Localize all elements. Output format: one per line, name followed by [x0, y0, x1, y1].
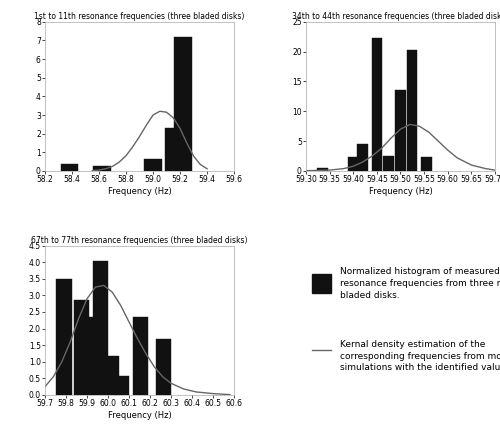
- Bar: [164, 128, 182, 171]
- Bar: [372, 38, 382, 171]
- Bar: [93, 260, 108, 395]
- Bar: [56, 279, 72, 395]
- Bar: [156, 339, 172, 395]
- Bar: [60, 164, 78, 171]
- Title: 34th to 44th resonance frequencies (three bladed disks): 34th to 44th resonance frequencies (thre…: [292, 12, 500, 21]
- Bar: [422, 157, 432, 171]
- Title: 1st to 11th resonance frequencies (three bladed disks): 1st to 11th resonance frequencies (three…: [34, 12, 244, 21]
- X-axis label: Frequency (Hz): Frequency (Hz): [108, 411, 172, 420]
- X-axis label: Frequency (Hz): Frequency (Hz): [108, 187, 172, 196]
- X-axis label: Frequency (Hz): Frequency (Hz): [368, 187, 432, 196]
- Bar: [133, 317, 148, 395]
- Text: Normalized histogram of measured
resonance frequencies from three real
bladed di: Normalized histogram of measured resonan…: [340, 267, 500, 300]
- Bar: [104, 356, 119, 395]
- Title: 67th to 77th resonance frequencies (three bladed disks): 67th to 77th resonance frequencies (thre…: [32, 236, 248, 245]
- Bar: [74, 300, 90, 395]
- Text: Kernal density estimation of the
corresponding frequencies from model
simulation: Kernal density estimation of the corresp…: [340, 340, 500, 372]
- Bar: [93, 166, 110, 171]
- Bar: [114, 376, 130, 395]
- Bar: [348, 157, 358, 171]
- Bar: [358, 144, 368, 171]
- Bar: [407, 50, 418, 171]
- Bar: [144, 159, 162, 171]
- Bar: [318, 168, 328, 171]
- Bar: [396, 90, 406, 171]
- Bar: [174, 37, 192, 171]
- Bar: [384, 156, 394, 171]
- Bar: [86, 317, 102, 395]
